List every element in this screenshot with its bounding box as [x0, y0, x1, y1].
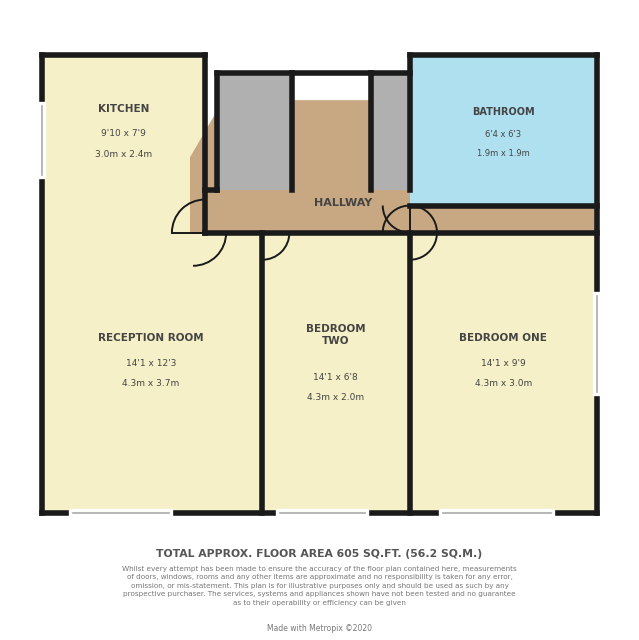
Bar: [42, 233, 262, 513]
Text: 14'1 x 9'9: 14'1 x 9'9: [481, 359, 526, 368]
Text: 14'1 x 12'3: 14'1 x 12'3: [126, 359, 176, 368]
Text: 3.0m x 2.4m: 3.0m x 2.4m: [95, 150, 152, 159]
Text: TOTAL APPROX. FLOOR AREA 605 SQ.FT. (56.2 SQ.M.): TOTAL APPROX. FLOOR AREA 605 SQ.FT. (56.…: [157, 548, 482, 559]
Bar: [190, 157, 597, 233]
Text: RECEPTION ROOM: RECEPTION ROOM: [98, 333, 204, 343]
Bar: [410, 233, 597, 513]
Polygon shape: [190, 100, 410, 157]
Bar: [371, 73, 410, 191]
Text: BEDROOM ONE: BEDROOM ONE: [459, 333, 547, 343]
Text: BATHROOM: BATHROOM: [472, 107, 535, 117]
Bar: [42, 55, 205, 233]
Bar: [217, 73, 293, 191]
Text: HALLWAY: HALLWAY: [314, 198, 373, 207]
Text: Made with Metropix ©2020: Made with Metropix ©2020: [267, 624, 372, 633]
Bar: [262, 233, 410, 513]
Text: 4.3m x 3.0m: 4.3m x 3.0m: [475, 379, 532, 388]
Text: 4.3m x 2.0m: 4.3m x 2.0m: [307, 392, 364, 402]
Bar: [410, 55, 597, 205]
Text: 4.3m x 3.7m: 4.3m x 3.7m: [122, 379, 180, 388]
Text: Whilst every attempt has been made to ensure the accuracy of the floor plan cont: Whilst every attempt has been made to en…: [122, 566, 517, 605]
Text: KITCHEN: KITCHEN: [98, 104, 150, 114]
Text: 14'1 x 6'8: 14'1 x 6'8: [313, 372, 358, 381]
Text: 6'4 x 6'3: 6'4 x 6'3: [485, 130, 521, 139]
Text: BEDROOM
TWO: BEDROOM TWO: [306, 324, 366, 346]
Text: 1.9m x 1.9m: 1.9m x 1.9m: [477, 149, 530, 158]
Text: 9'10 x 7'9: 9'10 x 7'9: [102, 129, 146, 138]
